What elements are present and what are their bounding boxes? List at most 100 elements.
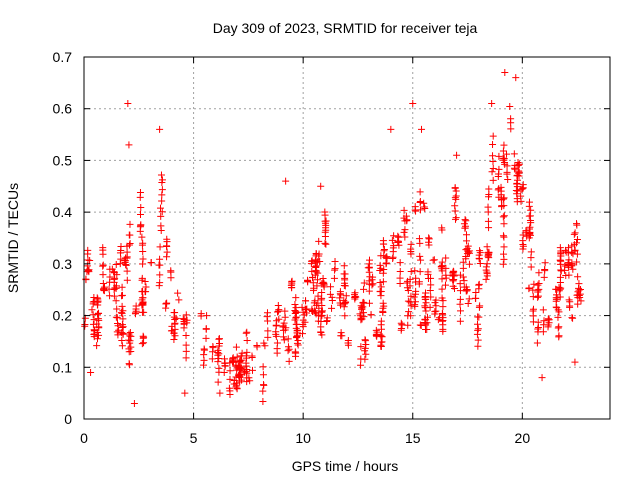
data-point (494, 186, 502, 194)
data-point (118, 283, 126, 291)
data-point (395, 233, 403, 241)
data-point (182, 341, 190, 349)
data-point (209, 348, 217, 356)
data-point (259, 363, 267, 371)
data-point (232, 381, 240, 389)
data-point (500, 220, 508, 228)
data-point (390, 232, 398, 240)
data-point (336, 294, 344, 302)
data-point (112, 313, 120, 321)
data-point (318, 288, 326, 296)
data-point (124, 100, 132, 108)
data-point (451, 215, 459, 223)
data-point (461, 222, 469, 230)
data-point (181, 389, 189, 397)
data-point (507, 119, 515, 127)
data-point (200, 361, 208, 369)
data-point (156, 125, 164, 133)
data-point (366, 256, 374, 264)
data-point (525, 285, 533, 293)
data-point (125, 231, 133, 239)
data-point (112, 284, 120, 292)
data-point (365, 299, 373, 307)
data-point (513, 187, 521, 195)
data-point (182, 311, 190, 319)
data-point (495, 152, 503, 160)
data-point (298, 303, 306, 311)
data-point (360, 279, 368, 287)
x-tick-label: 0 (80, 430, 88, 446)
data-point (376, 279, 384, 287)
data-point (475, 280, 483, 288)
data-point (292, 349, 300, 357)
data-points (81, 69, 585, 407)
data-point (482, 263, 490, 271)
data-point (351, 294, 359, 302)
data-point (463, 237, 471, 245)
data-point (114, 331, 122, 339)
data-point (438, 275, 446, 283)
data-point (568, 314, 576, 322)
data-point (292, 307, 300, 315)
data-point (571, 358, 579, 366)
data-point (274, 307, 282, 315)
data-point (512, 74, 520, 82)
data-point (156, 255, 164, 263)
data-point (571, 229, 579, 237)
data-point (498, 202, 506, 210)
data-point (519, 184, 527, 192)
data-point (299, 323, 307, 331)
data-point (382, 259, 390, 267)
data-point (554, 313, 562, 321)
data-point (163, 299, 171, 307)
data-point (200, 346, 208, 354)
data-point (499, 260, 507, 268)
data-point (379, 308, 387, 316)
data-point (288, 277, 296, 285)
data-point (438, 258, 446, 266)
data-point (125, 336, 133, 344)
data-point (93, 320, 101, 328)
data-point (452, 214, 460, 222)
data-point (357, 361, 365, 369)
data-point (175, 296, 183, 304)
data-point (466, 249, 474, 257)
data-point (377, 342, 385, 350)
x-tick-label: 5 (190, 430, 198, 446)
data-point (111, 284, 119, 292)
data-point (565, 263, 573, 271)
data-point (407, 292, 415, 300)
data-point (84, 246, 92, 254)
data-point (242, 359, 250, 367)
data-point (534, 328, 542, 336)
data-point (330, 274, 338, 282)
data-point (573, 220, 581, 228)
data-point (473, 330, 481, 338)
data-point (309, 274, 317, 282)
data-point (377, 331, 385, 339)
data-point (308, 257, 316, 265)
data-point (411, 298, 419, 306)
data-point (163, 235, 171, 243)
data-point (417, 256, 425, 264)
data-point (303, 276, 311, 284)
data-point (372, 326, 380, 334)
data-point (137, 210, 145, 218)
y-axis-label: SRMTID / TECUs (5, 183, 21, 293)
data-point (202, 334, 210, 342)
data-point (118, 291, 126, 299)
data-point (215, 350, 223, 358)
data-point (259, 387, 267, 395)
data-point (515, 172, 523, 180)
data-point (242, 329, 250, 337)
data-point (221, 362, 229, 370)
data-point (451, 184, 459, 192)
data-point (538, 374, 546, 382)
data-point (416, 198, 424, 206)
y-tick-label: 0.4 (53, 204, 73, 220)
data-point (430, 256, 438, 264)
data-point (401, 226, 409, 234)
data-point (260, 381, 268, 389)
data-point (99, 262, 107, 270)
data-point (118, 302, 126, 310)
